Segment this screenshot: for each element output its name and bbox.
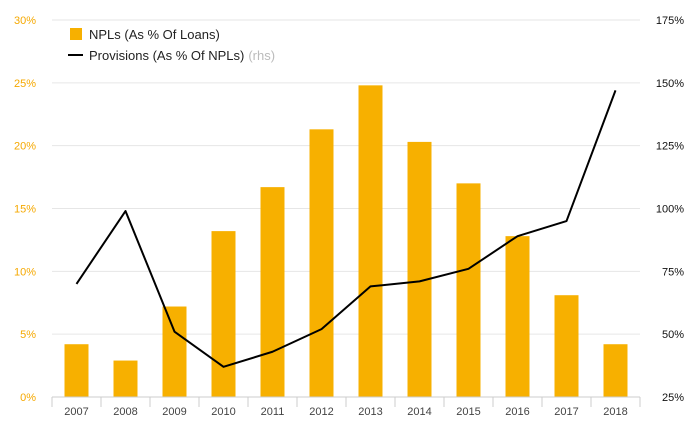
x-tick-label-2015: 2015 (456, 406, 480, 418)
bar-2010 (211, 231, 236, 397)
bar-2008 (113, 360, 138, 397)
provisions-line (75, 90, 617, 368)
y-left-tick-label-5: 25% (14, 78, 36, 90)
y-left-tick-label-4: 20% (14, 141, 36, 153)
y-right-tick-label-0: 25% (662, 392, 684, 404)
legend-swatch-npls (70, 28, 82, 40)
line-series-provisions (75, 90, 617, 368)
x-tick-label-2012: 2012 (309, 406, 333, 418)
y-right-tick-label-6: 175% (656, 15, 684, 27)
y-right-tick-label-4: 125% (656, 141, 684, 153)
bar-2014 (407, 141, 432, 397)
y-right-tick-label-3: 100% (656, 204, 684, 216)
y-left-tick-label-3: 15% (14, 204, 36, 216)
legend-label-provisions-name: Provisions (As % Of NPLs) (89, 48, 244, 63)
x-tick-label-2007: 2007 (64, 406, 88, 418)
y-right-tick-label-1: 50% (662, 329, 684, 341)
x-axis: 2007 2008 2009 2010 2011 2012 2013 2014 2015 2016… (51, 396, 641, 418)
x-tick-label-2018: 2018 (603, 406, 627, 418)
y-left-tick-label-2: 10% (14, 266, 36, 278)
right-y-axis: 25% 50% 75% 100% 125% 150% 175% (656, 15, 684, 404)
x-tick-label-2008: 2008 (113, 406, 137, 418)
bar-2009 (162, 306, 187, 397)
x-tick-label-2014: 2014 (407, 406, 431, 418)
gridlines (52, 19, 640, 398)
y-left-tick-label-0: 0% (20, 392, 36, 404)
y-left-tick-label-1: 5% (20, 329, 36, 341)
legend: NPLs (As % Of Loans) Provisions (As % Of… (68, 27, 275, 63)
legend-label-npls: NPLs (As % Of Loans) (89, 27, 220, 42)
x-tick-label-2009: 2009 (162, 406, 186, 418)
bar-2018 (603, 344, 628, 397)
bar-series-npls (64, 85, 628, 397)
bar-2015 (456, 183, 481, 397)
left-y-axis: 0% 5% 10% 15% 20% 25% 30% (14, 15, 36, 404)
x-tick-label-2013: 2013 (358, 406, 382, 418)
bar-2016 (505, 236, 530, 397)
bar-2007 (64, 344, 89, 397)
bar-2012 (309, 129, 334, 397)
x-tick-label-2017: 2017 (554, 406, 578, 418)
bar-2017 (554, 295, 579, 397)
y-right-tick-label-5: 150% (656, 78, 684, 90)
x-tick-label-2011: 2011 (261, 406, 285, 418)
y-left-tick-label-6: 30% (14, 15, 36, 27)
bar-2013 (358, 85, 383, 397)
x-tick-label-2010: 2010 (211, 406, 235, 418)
legend-label-provisions: Provisions (As % Of NPLs) (rhs) (89, 48, 275, 63)
x-tick-label-2016: 2016 (505, 406, 529, 418)
legend-label-provisions-suffix: (rhs) (248, 48, 275, 63)
y-right-tick-label-2: 75% (662, 266, 684, 278)
bar-2011 (260, 187, 285, 397)
